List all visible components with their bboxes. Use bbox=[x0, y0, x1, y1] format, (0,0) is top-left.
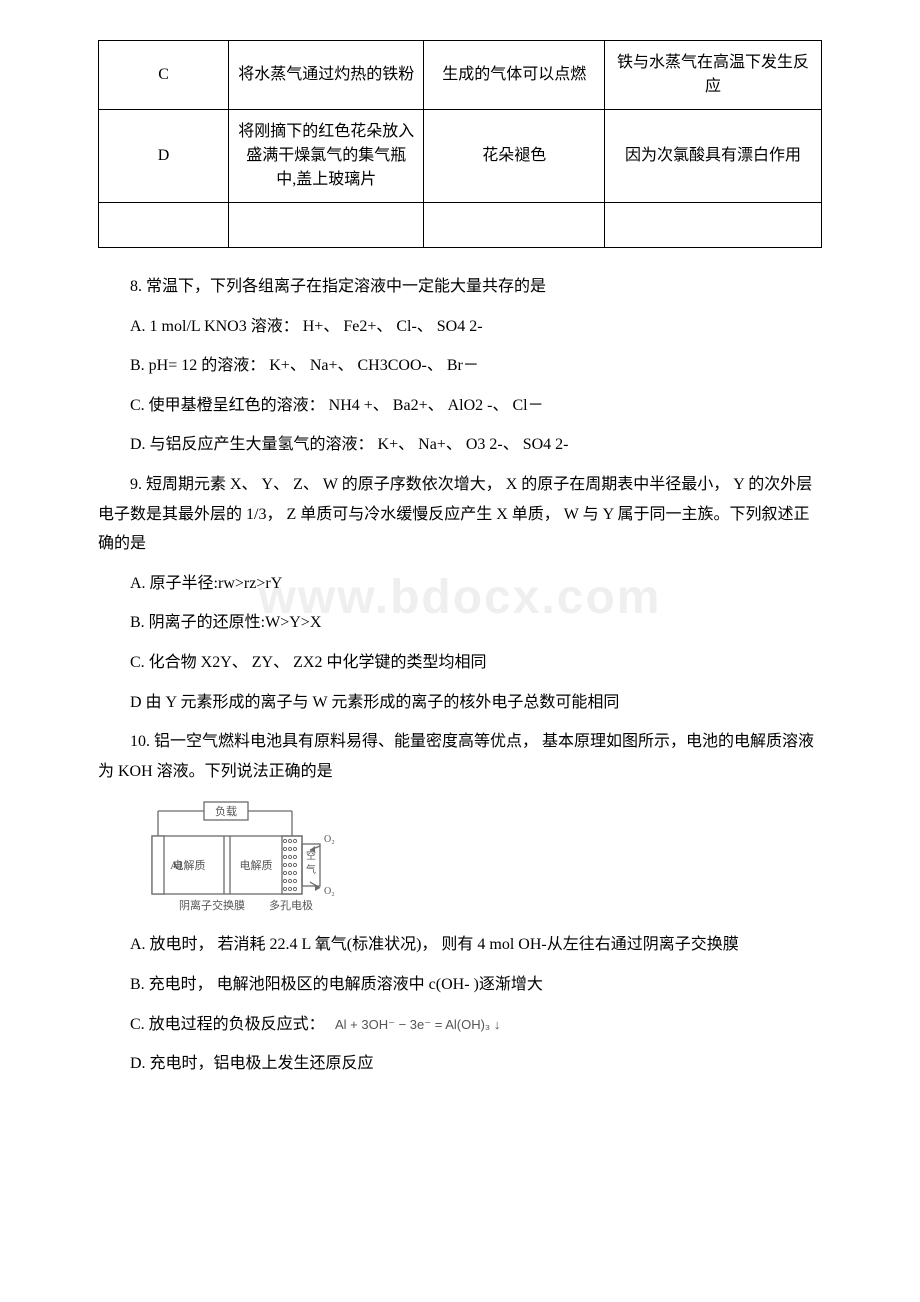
cell-operation: 将刚摘下的红色花朵放入盛满干燥氯气的集气瓶中,盖上玻璃片 bbox=[229, 110, 424, 203]
q9-option-b: B. 阴离子的还原性:W>Y>X bbox=[98, 608, 822, 638]
q10-option-a: A. 放电时， 若消耗 22.4 L 氧气(标准状况)， 则有 4 mol OH… bbox=[98, 930, 822, 960]
table-row: D 将刚摘下的红色花朵放入盛满干燥氯气的集气瓶中,盖上玻璃片 花朵褪色 因为次氯… bbox=[99, 110, 822, 203]
cell-phenomenon: 花朵褪色 bbox=[424, 110, 605, 203]
cell-conclusion: 因为次氯酸具有漂白作用 bbox=[605, 110, 822, 203]
cell-operation: 将水蒸气通过灼热的铁粉 bbox=[229, 41, 424, 110]
q10-option-d: D. 充电时，铝电极上发生还原反应 bbox=[98, 1049, 822, 1079]
table-row-empty bbox=[99, 203, 822, 248]
cell-conclusion: 铁与水蒸气在高温下发生反应 bbox=[605, 41, 822, 110]
cell-label: D bbox=[99, 110, 229, 203]
cell-empty bbox=[605, 203, 822, 248]
q9-stem: 9. 短周期元素 X、 Y、 Z、 W 的原子序数依次增大， X 的原子在周期表… bbox=[98, 470, 822, 559]
svg-text:电解质: 电解质 bbox=[240, 858, 273, 872]
cell-empty bbox=[99, 203, 229, 248]
q10-option-c-text: C. 放电过程的负极反应式： bbox=[130, 1016, 325, 1033]
equation-svg: Al + 3OH⁻ − 3e⁻ = Al(OH)₃ ↓ bbox=[329, 1014, 549, 1036]
table-row: C 将水蒸气通过灼热的铁粉 生成的气体可以点燃 铁与水蒸气在高温下发生反应 bbox=[99, 41, 822, 110]
q10-option-b: B. 充电时， 电解池阳极区的电解质溶液中 c(OH- )逐渐增大 bbox=[98, 970, 822, 1000]
q8-option-b: B. pH= 12 的溶液： K+、 Na+、 CH3COO-、 Br－ bbox=[98, 351, 822, 381]
battery-diagram-svg: 电解质电解质空气O₂O₂负载Al阴离子交换膜多孔电极 bbox=[134, 796, 344, 916]
svg-text:气: 气 bbox=[306, 863, 316, 876]
cell-label: C bbox=[99, 41, 229, 110]
svg-text:O₂: O₂ bbox=[324, 834, 335, 845]
q8-option-a: A. 1 mol/L KNO3 溶液： H+、 Fe2+、 Cl-、 SO4 2… bbox=[98, 312, 822, 342]
battery-figure: 电解质电解质空气O₂O₂负载Al阴离子交换膜多孔电极 bbox=[134, 796, 822, 916]
svg-text:O₂: O₂ bbox=[324, 886, 335, 897]
q8-stem: 8. 常温下，下列各组离子在指定溶液中一定能大量共存的是 bbox=[98, 272, 822, 302]
svg-text:负载: 负载 bbox=[215, 804, 237, 818]
cell-empty bbox=[229, 203, 424, 248]
q9-option-a: A. 原子半径:rw>rz>rY bbox=[98, 569, 822, 599]
q9-option-c: C. 化合物 X2Y、 ZY、 ZX2 中化学键的类型均相同 bbox=[98, 648, 822, 678]
cell-phenomenon: 生成的气体可以点燃 bbox=[424, 41, 605, 110]
q10-stem: 10. 铝一空气燃料电池具有原料易得、能量密度高等优点， 基本原理如图所示，电池… bbox=[98, 727, 822, 786]
q10-option-c: C. 放电过程的负极反应式： Al + 3OH⁻ − 3e⁻ = Al(OH)₃… bbox=[98, 1010, 822, 1040]
svg-text:阴离子交换膜: 阴离子交换膜 bbox=[179, 898, 245, 912]
q9-option-d: D 由 Y 元素形成的离子与 W 元素形成的离子的核外电子总数可能相同 bbox=[98, 688, 822, 718]
document-page: www.bdocx.com C 将水蒸气通过灼热的铁粉 生成的气体可以点燃 铁与… bbox=[0, 0, 920, 1129]
cell-empty bbox=[424, 203, 605, 248]
svg-text:Al: Al bbox=[170, 858, 183, 872]
q8-option-c: C. 使甲基橙呈红色的溶液： NH4 +、 Ba2+、 AlO2 -、 Cl－ bbox=[98, 391, 822, 421]
q8-option-d: D. 与铝反应产生大量氢气的溶液： K+、 Na+、 O3 2-、 SO4 2- bbox=[98, 430, 822, 460]
experiment-table: C 将水蒸气通过灼热的铁粉 生成的气体可以点燃 铁与水蒸气在高温下发生反应 D … bbox=[98, 40, 822, 248]
equation-text: Al + 3OH⁻ − 3e⁻ = Al(OH)₃ ↓ bbox=[335, 1017, 500, 1032]
svg-text:多孔电极: 多孔电极 bbox=[269, 898, 313, 912]
